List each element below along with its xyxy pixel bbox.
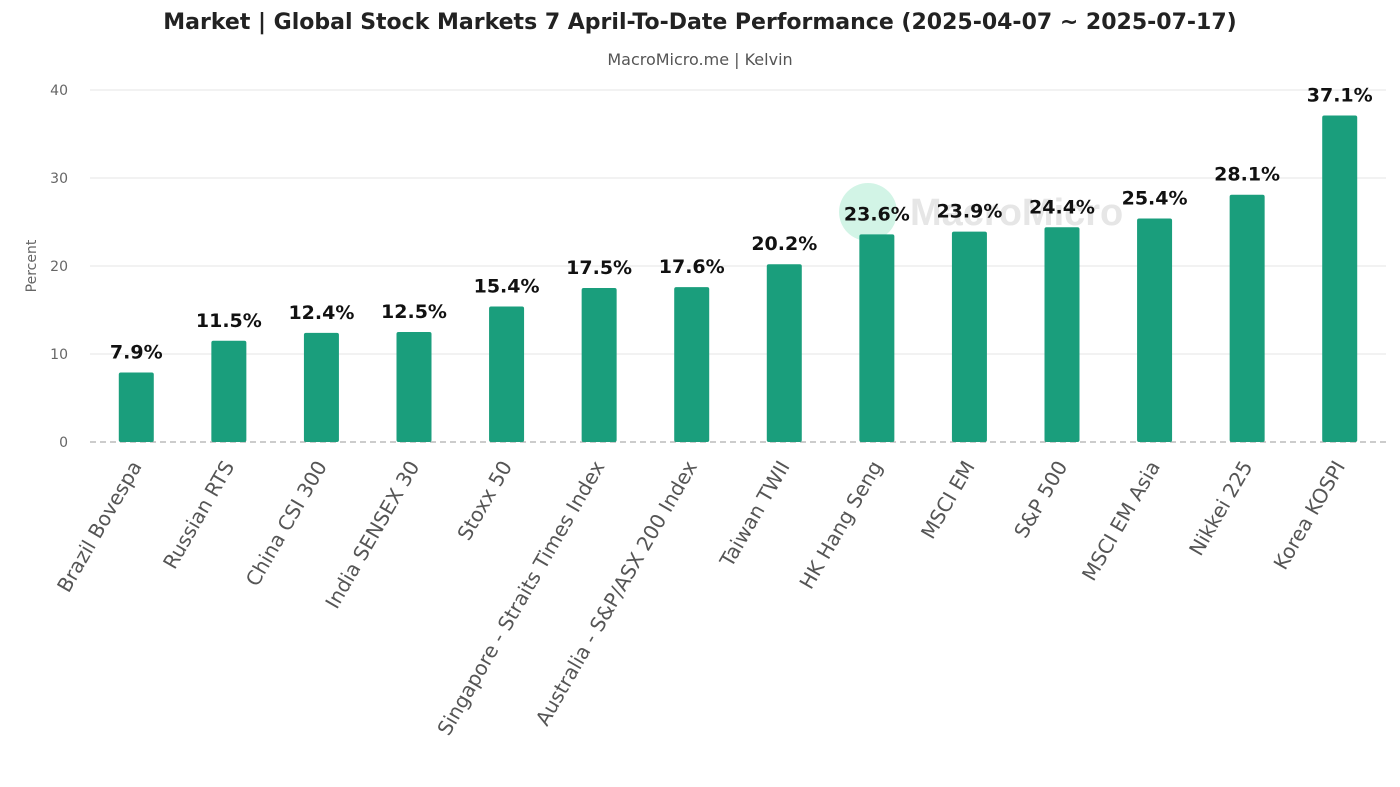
chart-subtitle: MacroMicro.me | Kelvin <box>607 50 793 69</box>
data-label: 24.4% <box>1029 196 1095 218</box>
x-tick-label: MSCI EM <box>916 457 980 544</box>
x-tick-label: HK Hang Seng <box>794 457 887 594</box>
y-axis-label: Percent <box>24 239 40 292</box>
data-label: 12.5% <box>381 301 447 323</box>
grid-lines <box>90 89 1386 443</box>
y-tick-label: 10 <box>50 347 68 363</box>
data-label: 37.1% <box>1307 85 1373 107</box>
data-label: 20.2% <box>751 233 817 255</box>
x-tick-label: Stoxx 50 <box>452 457 517 545</box>
data-label: 12.4% <box>288 302 354 324</box>
data-labels: 7.9% 11.5% 12.4% 12.5% 15.4% 17.5% 17.6% 20.2% 2… <box>110 85 1373 364</box>
data-label: 23.9% <box>936 201 1002 223</box>
data-label: 7.9% <box>110 341 163 363</box>
data-label: 11.5% <box>196 310 262 332</box>
x-tick-label: India SENSEX 30 <box>320 457 424 613</box>
x-tick-label: Korea KOSPI <box>1269 457 1351 574</box>
x-axis-ticks: Brazil Bovespa Russian RTS China CSI 300In… <box>52 456 1350 739</box>
y-tick-label: 30 <box>50 171 68 187</box>
x-tick-label: Russian RTS <box>158 457 239 574</box>
bar[interactable] <box>211 340 247 442</box>
bar[interactable] <box>489 306 525 442</box>
bar[interactable] <box>303 332 339 442</box>
bar[interactable] <box>396 332 432 442</box>
bar[interactable] <box>674 287 710 442</box>
x-tick-label: Brazil Bovespa <box>52 457 147 597</box>
watermark-text: MacroMicro <box>910 192 1123 234</box>
x-tick-label: China CSI 300 <box>241 457 332 591</box>
x-tick-label: Singapore - Straits Times Index <box>432 456 609 739</box>
watermark: MacroMicro <box>839 183 1123 241</box>
bar[interactable] <box>581 288 617 442</box>
y-axis-ticks: 0 10 20 30 40 <box>50 83 68 451</box>
x-tick-label: MSCI EM Asia <box>1077 457 1165 585</box>
data-label: 25.4% <box>1122 187 1188 209</box>
x-tick-label: Taiwan TWII <box>714 457 794 572</box>
x-tick-label: Australia - S&P/ASX 200 Index <box>531 456 703 729</box>
bar[interactable] <box>766 264 802 442</box>
data-label: 28.1% <box>1214 164 1280 186</box>
data-label: 17.5% <box>566 257 632 279</box>
data-label: 15.4% <box>474 275 540 297</box>
bars <box>118 115 1358 443</box>
x-tick-label: Nikkei 225 <box>1184 457 1257 560</box>
watermark-logo-icon <box>839 183 897 241</box>
x-tick-label: S&P 500 <box>1009 457 1072 543</box>
bar[interactable] <box>118 372 154 442</box>
data-label: 17.6% <box>659 256 725 278</box>
data-label: 23.6% <box>844 203 910 225</box>
y-tick-label: 20 <box>50 259 68 275</box>
chart-title: Market | Global Stock Markets 7 April-To… <box>163 10 1237 35</box>
bar[interactable] <box>1322 115 1358 443</box>
y-tick-label: 0 <box>59 435 68 451</box>
bar[interactable] <box>1044 227 1080 442</box>
bar[interactable] <box>1137 218 1173 442</box>
bar[interactable] <box>1229 194 1265 442</box>
y-tick-label: 40 <box>50 83 68 99</box>
bar[interactable] <box>859 234 895 442</box>
bar[interactable] <box>951 231 987 442</box>
